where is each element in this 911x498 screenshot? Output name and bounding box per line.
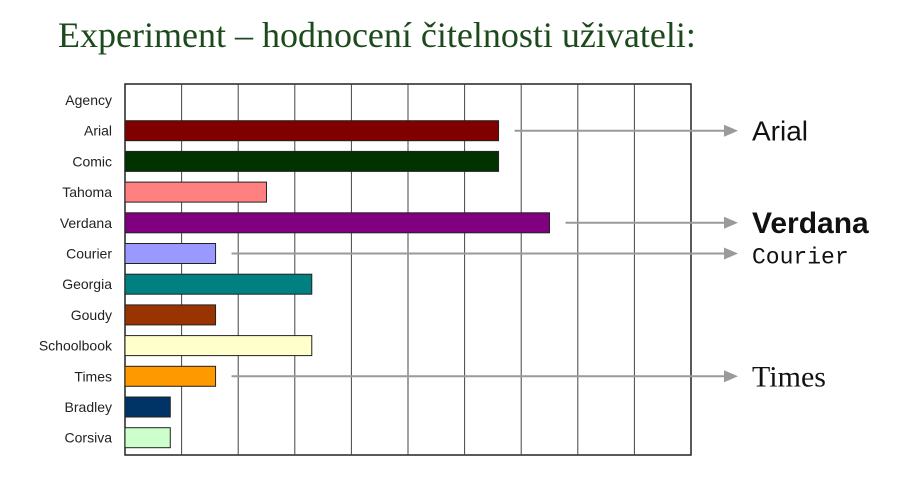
annotation-arrow-head <box>724 370 738 383</box>
bar <box>124 212 550 234</box>
category-label: Agency <box>65 92 112 108</box>
annotation-label: Courier <box>752 245 849 271</box>
category-label: Tahoma <box>62 184 112 200</box>
category-label: Georgia <box>62 276 112 292</box>
category-label: Corsiva <box>65 430 113 446</box>
bar <box>124 273 313 295</box>
bar <box>124 427 171 449</box>
category-label: Schoolbook <box>39 338 113 354</box>
category-label: Verdana <box>60 215 112 231</box>
category-label: Comic <box>72 153 112 169</box>
category-label: Goudy <box>71 307 112 323</box>
annotation-arrow-head <box>724 247 738 260</box>
category-labels: Agency Arial Comic Tahoma Verdana Courier Geor… <box>39 92 113 446</box>
category-label: Bradley <box>65 399 112 415</box>
annotation-label: Arial <box>752 116 808 147</box>
chart-annotations: Arial Verdana Courier Times <box>231 116 869 393</box>
annotation-label: Times <box>752 360 826 393</box>
bar <box>124 181 267 203</box>
annotation-arrow-head <box>724 216 738 229</box>
bar <box>124 396 171 418</box>
category-label: Arial <box>84 123 112 139</box>
annotation-arrow-head <box>724 124 738 137</box>
bar <box>124 304 217 326</box>
chart-bars <box>124 120 550 449</box>
bar <box>124 365 217 387</box>
bar <box>124 150 500 172</box>
annotation-label: Verdana <box>752 207 869 240</box>
chart-grid <box>124 83 692 456</box>
bar <box>124 243 217 264</box>
page-title: Experiment – hodnocení čitelnosti uživat… <box>58 15 696 55</box>
bar <box>124 120 500 142</box>
category-label: Times <box>74 368 112 384</box>
category-label: Courier <box>66 246 112 262</box>
bar <box>124 335 313 357</box>
